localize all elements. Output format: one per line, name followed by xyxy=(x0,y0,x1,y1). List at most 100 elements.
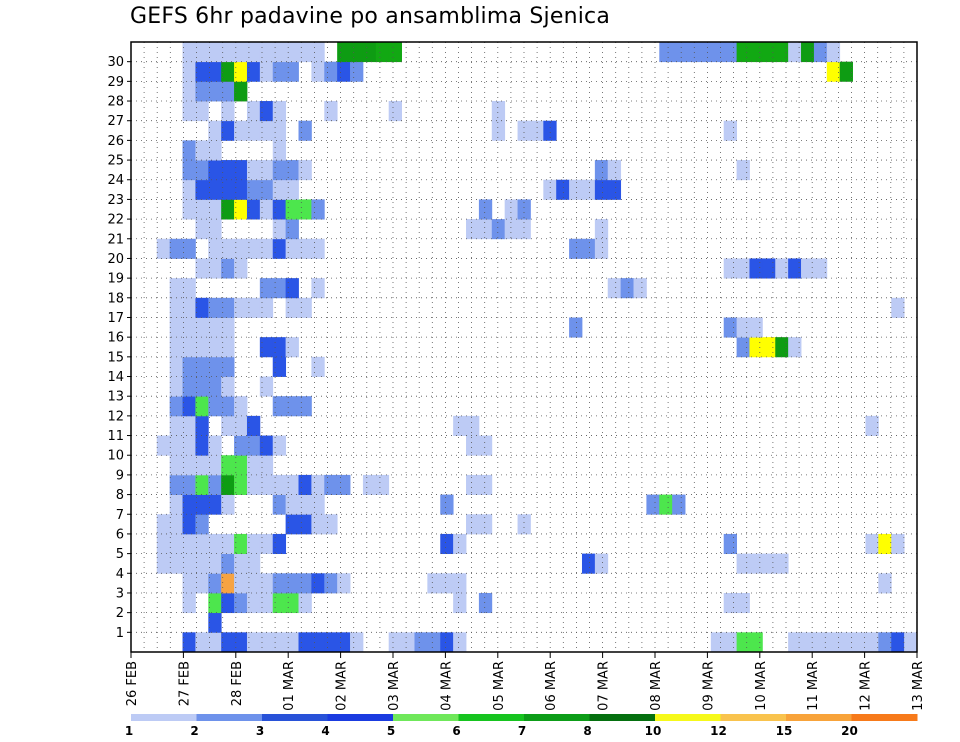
heatmap-cell xyxy=(440,632,454,653)
heatmap-cell xyxy=(234,474,248,495)
heatmap-cell xyxy=(195,317,209,338)
x-tick-label: 27 FEB xyxy=(177,661,192,706)
colorbar-segment xyxy=(393,714,459,721)
heatmap-cell xyxy=(246,553,261,574)
heatmap-cell xyxy=(195,415,209,436)
heatmap-cell xyxy=(285,278,299,299)
heatmap-cell xyxy=(491,120,506,141)
heatmap-cell xyxy=(594,238,609,259)
heatmap-cell xyxy=(246,199,261,220)
heatmap-cell xyxy=(272,238,287,259)
heatmap-cell xyxy=(736,553,750,574)
heatmap-cell xyxy=(826,61,841,82)
heatmap-cell xyxy=(259,199,274,220)
heatmap-cell xyxy=(272,179,287,200)
heatmap-cell xyxy=(788,337,802,358)
heatmap-cell xyxy=(234,42,248,63)
y-tick-label: 6 xyxy=(116,527,124,542)
heatmap-cell xyxy=(208,297,222,318)
heatmap-cell xyxy=(234,81,248,102)
heatmap-cell xyxy=(259,42,274,63)
heatmap-cell xyxy=(285,396,299,417)
heatmap-cell xyxy=(736,317,750,338)
colorbar-label: 2 xyxy=(190,724,198,738)
heatmap-cell xyxy=(556,179,570,200)
heatmap-cell xyxy=(749,632,763,653)
colorbar-label: 5 xyxy=(387,724,395,738)
heatmap-cell xyxy=(362,474,377,495)
heatmap-cell xyxy=(272,160,287,181)
heatmap-cell xyxy=(182,101,196,122)
heatmap-cell xyxy=(182,238,196,259)
heatmap-cell xyxy=(246,474,261,495)
heatmap-cell xyxy=(208,61,222,82)
y-tick-label: 1 xyxy=(116,626,124,641)
heatmap-cell xyxy=(478,199,493,220)
heatmap-cell xyxy=(246,42,261,63)
heatmap-cell xyxy=(272,140,287,161)
heatmap-cell xyxy=(440,533,454,555)
heatmap-cell xyxy=(182,533,196,555)
heatmap-cell xyxy=(594,179,609,200)
x-tick-label: 13 MAR xyxy=(911,661,926,711)
heatmap-cell xyxy=(285,337,299,358)
y-tick-label: 19 xyxy=(107,272,124,287)
heatmap-cell xyxy=(195,219,209,240)
heatmap-cell xyxy=(272,42,287,63)
heatmap-cell xyxy=(208,42,222,63)
heatmap-cell xyxy=(259,592,274,614)
x-axis-ticks: 26 FEB 27 FEB 28 FEB 01 MAR 02 MAR 03 MAR 04 M… xyxy=(125,652,926,711)
heatmap-cell xyxy=(491,219,506,240)
heatmap-cell xyxy=(259,61,274,82)
heatmap-cell xyxy=(169,494,183,515)
heatmap-cell xyxy=(865,533,879,555)
heatmap-cell xyxy=(594,219,609,240)
heatmap-cell xyxy=(414,632,428,653)
heatmap-cell xyxy=(285,179,299,200)
heatmap-cell xyxy=(491,101,506,122)
heatmap-cell xyxy=(259,278,274,299)
heatmap-cell xyxy=(375,42,390,63)
heatmap-cell xyxy=(298,573,312,594)
x-tick-label: 01 MAR xyxy=(282,661,297,711)
heatmap-cell xyxy=(633,278,647,299)
heatmap-cell xyxy=(208,376,222,397)
heatmap-cell xyxy=(169,317,183,338)
colorbar-segment xyxy=(786,714,852,721)
heatmap-cell xyxy=(182,632,196,653)
heatmap-cell xyxy=(208,474,222,495)
heatmap-cell xyxy=(182,494,196,515)
heatmap-cell xyxy=(466,514,480,535)
heatmap-cell xyxy=(246,533,261,555)
heatmap-cell xyxy=(298,632,312,653)
heatmap-cell xyxy=(762,42,776,63)
heatmap-cell xyxy=(195,337,209,358)
colorbar-label: 8 xyxy=(583,724,591,738)
heatmap-cell xyxy=(195,199,209,220)
heatmap-cell xyxy=(221,573,235,594)
heatmap-cell xyxy=(311,494,325,515)
heatmap-cell xyxy=(311,356,325,377)
heatmap-cell xyxy=(762,553,776,574)
y-tick-label: 29 xyxy=(107,75,124,90)
colorbar-label: 20 xyxy=(841,724,858,738)
heatmap-cell xyxy=(208,573,222,594)
heatmap-cell xyxy=(453,573,467,594)
heatmap-cell xyxy=(736,632,750,653)
heatmap-cell xyxy=(221,179,235,200)
heatmap-cell xyxy=(195,474,209,495)
heatmap-cell xyxy=(182,160,196,181)
heatmap-cell xyxy=(466,435,480,456)
y-tick-label: 22 xyxy=(107,213,124,228)
heatmap-cell xyxy=(221,553,235,574)
heatmap-cell xyxy=(723,592,738,614)
heatmap-cell xyxy=(581,179,596,200)
colorbar-segment xyxy=(720,714,787,721)
heatmap-cell xyxy=(195,553,209,574)
heatmap-cell xyxy=(221,297,235,318)
heatmap-cell xyxy=(298,297,312,318)
heatmap-cell xyxy=(169,514,183,535)
heatmap-cell xyxy=(195,356,209,377)
x-tick-label: 26 FEB xyxy=(125,661,140,706)
y-tick-label: 15 xyxy=(107,350,124,365)
